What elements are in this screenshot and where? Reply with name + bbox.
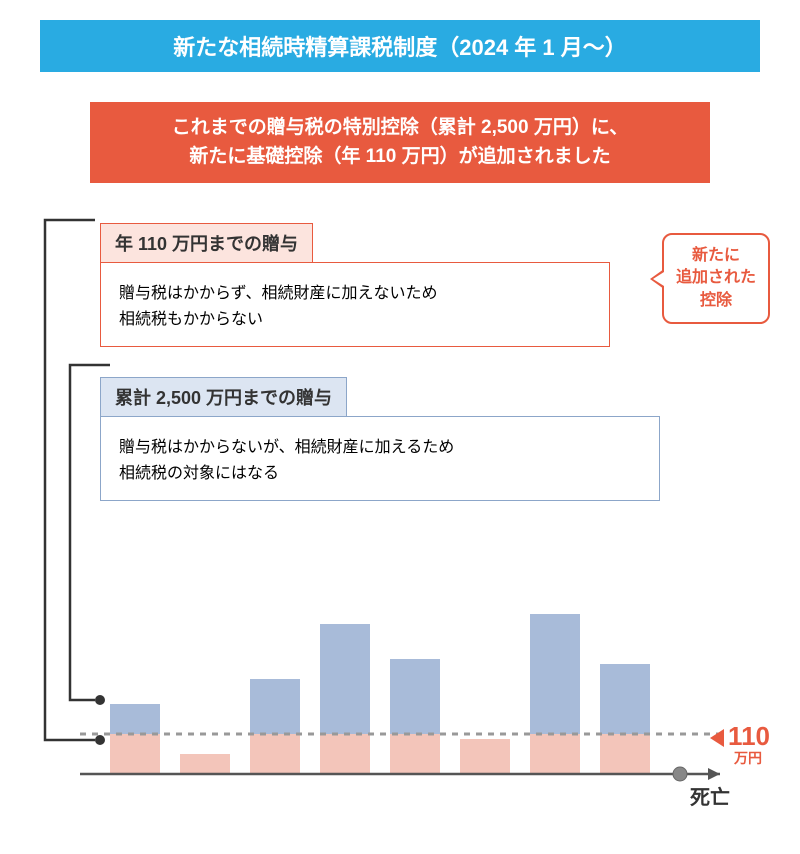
subtitle-line2: 新たに基礎控除（年 110 万円）が追加されました <box>189 146 610 167</box>
threshold-label: 110 万円 <box>710 722 770 766</box>
death-label: 死亡 <box>690 781 730 810</box>
info-box-2500: 累計 2,500 万円までの贈与 贈与税はかからないが、相続財産に加えるため相続… <box>100 377 760 501</box>
chart-svg <box>40 534 760 814</box>
info-area: 年 110 万円までの贈与 贈与税はかからず、相続財産に加えないため相続税もかか… <box>100 223 760 501</box>
threshold-unit: 万円 <box>734 751 770 766</box>
subtitle-box: これまでの贈与税の特別控除（累計 2,500 万円）に、 新たに基礎控除（年 1… <box>90 102 710 183</box>
threshold-arrow-icon <box>710 729 724 747</box>
info-box-2500-body: 贈与税はかからないが、相続財産に加えるため相続税の対象にはなる <box>100 416 660 501</box>
callout-new-deduction: 新たに追加された控除 <box>662 233 770 324</box>
page-title: 新たな相続時精算課税制度（2024 年 1 月〜） <box>40 20 760 72</box>
info-box-110-body: 贈与税はかからず、相続財産に加えないため相続税もかからない <box>100 262 610 347</box>
subtitle-line1: これまでの贈与税の特別控除（累計 2,500 万円）に、 <box>172 117 629 138</box>
info-box-110-header: 年 110 万円までの贈与 <box>100 223 313 263</box>
info-box-2500-header: 累計 2,500 万円までの贈与 <box>100 377 347 417</box>
threshold-value: 110 <box>728 721 770 751</box>
callout-arrow-icon <box>650 269 664 289</box>
callout-text: 新たに追加された控除 <box>676 247 756 309</box>
chart: 110 万円 死亡 <box>40 534 760 814</box>
